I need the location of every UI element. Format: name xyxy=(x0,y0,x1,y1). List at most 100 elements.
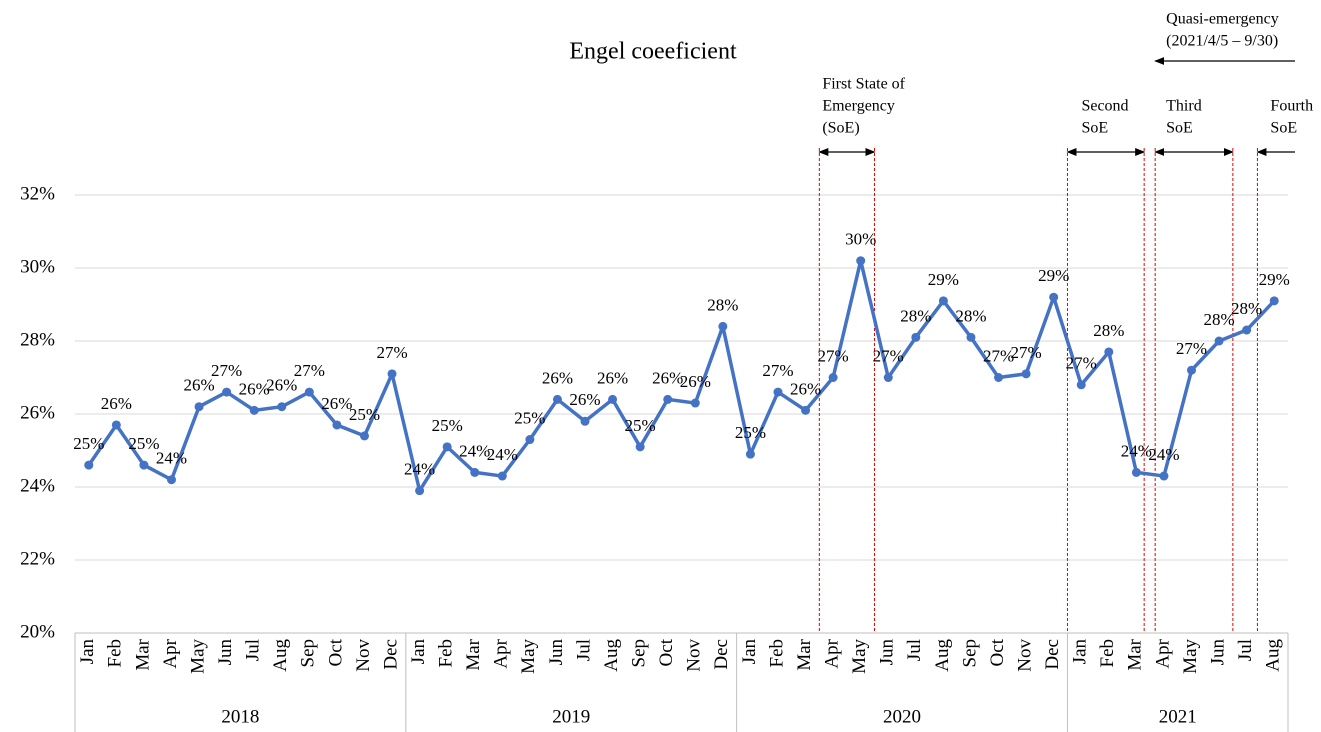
data-point xyxy=(470,467,480,477)
x-tick-label: Jun xyxy=(877,639,898,666)
annotation: (SoE) xyxy=(822,120,859,137)
data-label: 26% xyxy=(542,368,573,387)
y-tick-label: 28% xyxy=(20,329,55,350)
data-label: 26% xyxy=(597,368,628,387)
annotation: SoE xyxy=(1081,120,1108,137)
data-label: 24% xyxy=(404,460,435,479)
data-point xyxy=(249,405,259,415)
data-label: 27% xyxy=(983,346,1014,365)
x-tick-label: Sep xyxy=(298,639,319,668)
x-tick-label: Feb xyxy=(1097,639,1118,668)
data-point xyxy=(497,471,507,481)
data-label: 29% xyxy=(928,270,959,289)
data-point xyxy=(84,460,94,470)
x-tick-label: Apr xyxy=(1152,638,1173,668)
data-label: 27% xyxy=(1176,339,1207,358)
x-tick-label: Jul xyxy=(904,639,925,661)
data-point xyxy=(387,369,397,379)
data-label: 27% xyxy=(376,343,407,362)
x-tick-label: Jul xyxy=(1235,639,1256,661)
data-point xyxy=(415,486,425,496)
x-tick-label: Mar xyxy=(1125,638,1146,670)
x-tick-label: Dec xyxy=(1042,639,1063,670)
data-label: 27% xyxy=(211,361,242,380)
data-label: 26% xyxy=(101,394,132,413)
x-tick-label: Apr xyxy=(491,638,512,668)
data-point xyxy=(856,256,866,266)
data-point xyxy=(442,442,452,452)
annotation: Emergency xyxy=(822,98,895,115)
data-point xyxy=(525,435,535,445)
x-tick-label: Jun xyxy=(546,639,567,666)
data-label: 28% xyxy=(1203,310,1234,329)
x-tick-label: Jan xyxy=(739,639,760,665)
year-label: 2020 xyxy=(883,706,921,727)
x-tick-label: Aug xyxy=(601,639,622,672)
year-label: 2021 xyxy=(1159,706,1197,727)
data-label: 26% xyxy=(790,379,821,398)
x-tick-label: Mar xyxy=(463,638,484,670)
data-point xyxy=(635,442,645,452)
x-tick-label: Oct xyxy=(987,638,1008,666)
y-tick-label: 32% xyxy=(20,183,55,204)
x-tick-label: Jun xyxy=(215,639,236,666)
data-label: 24% xyxy=(487,445,518,464)
data-label: 30% xyxy=(845,230,876,249)
data-label: 26% xyxy=(652,368,683,387)
data-point xyxy=(994,373,1004,382)
data-point xyxy=(773,387,783,397)
x-tick-label: Oct xyxy=(325,638,346,666)
data-label: 27% xyxy=(762,361,793,380)
x-tick-label: Jan xyxy=(77,639,98,665)
data-point xyxy=(1021,369,1031,379)
annotation: Quasi-emergency xyxy=(1166,11,1279,28)
x-tick-label: Jul xyxy=(243,639,264,661)
data-label: 26% xyxy=(266,376,297,395)
x-tick-label: Dec xyxy=(380,639,401,670)
data-point xyxy=(1242,325,1252,335)
data-point xyxy=(1269,296,1279,306)
data-point xyxy=(911,332,921,342)
x-tick-label: Jun xyxy=(1207,639,1228,666)
data-label: 25% xyxy=(128,434,159,453)
year-label: 2019 xyxy=(552,706,590,727)
data-label: 29% xyxy=(1038,266,1069,285)
data-point xyxy=(194,402,204,412)
data-point xyxy=(111,420,121,430)
x-tick-label: May xyxy=(1180,639,1201,674)
data-point xyxy=(552,394,562,404)
data-point xyxy=(801,405,811,415)
data-point xyxy=(938,296,948,306)
x-tick-label: Sep xyxy=(959,639,980,668)
data-point xyxy=(663,394,673,404)
data-point xyxy=(359,431,369,441)
data-label: 29% xyxy=(1259,270,1290,289)
data-point xyxy=(1187,365,1197,375)
chart-title: Engel coeeficient xyxy=(569,39,737,65)
x-tick-label: Feb xyxy=(436,639,457,668)
x-tick-label: Dec xyxy=(711,639,732,670)
annotation: SoE xyxy=(1270,120,1297,137)
x-tick-label: Jan xyxy=(1070,639,1091,665)
data-label: 26% xyxy=(680,372,711,391)
annotation: SoE xyxy=(1166,120,1193,137)
year-label: 2018 xyxy=(221,706,259,727)
annotation: Second xyxy=(1081,98,1128,115)
data-label: 28% xyxy=(1231,299,1262,318)
data-label: 24% xyxy=(1121,441,1152,460)
data-label: 25% xyxy=(349,405,380,424)
data-label: 26% xyxy=(321,394,352,413)
data-label: 28% xyxy=(1093,321,1124,340)
x-tick-label: Nov xyxy=(684,639,705,672)
data-point xyxy=(222,387,232,397)
data-label: 25% xyxy=(625,416,656,435)
data-point xyxy=(1131,467,1141,477)
annotation: Third xyxy=(1166,98,1202,115)
data-label: 26% xyxy=(183,376,214,395)
x-tick-label: Feb xyxy=(105,639,126,668)
x-tick-label: Oct xyxy=(656,638,677,666)
data-label: 25% xyxy=(735,423,766,442)
data-label: 27% xyxy=(1011,343,1042,362)
annotation: Fourth xyxy=(1270,98,1313,115)
x-tick-label: Jul xyxy=(573,639,594,661)
